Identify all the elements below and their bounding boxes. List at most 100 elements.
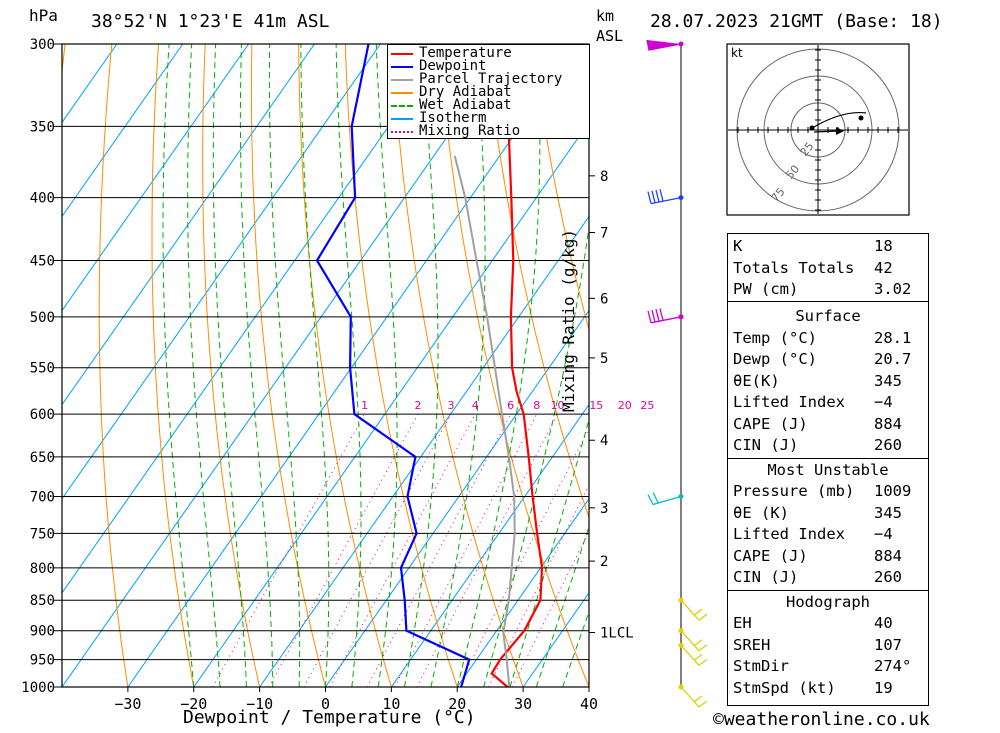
legend-item: Dewpoint (388, 59, 589, 73)
index-value: 1009 (874, 482, 912, 500)
temp-tick-label: −20 (180, 695, 207, 713)
isotherm-line (456, 497, 589, 687)
pressure-tick-label: 850 (30, 593, 55, 609)
legend-label: Wet Adiabat (419, 97, 512, 113)
index-value: 260 (874, 568, 902, 586)
index-section-row: Hodograph (728, 592, 928, 613)
index-value: 884 (874, 414, 902, 433)
index-row: SREH 107 (728, 635, 928, 656)
pressure-tick-label: 550 (30, 361, 55, 377)
isotherm-line (390, 403, 589, 687)
hodograph-surface-point (809, 125, 815, 131)
temp-tick-label: −10 (246, 695, 273, 713)
index-value: −4 (874, 525, 893, 543)
pressure-tick-label: 700 (30, 490, 55, 506)
forecast-datetime: 28.07.2023 21GMT (Base: 18) (650, 11, 943, 32)
index-row: K 18 (728, 236, 928, 257)
series-parcel-trajectory (453, 155, 516, 687)
mixing-ratio-label: 25 (640, 399, 654, 412)
storm-motion-vector (813, 130, 839, 133)
index-label: StmDir (733, 657, 789, 675)
wind-barb (647, 189, 682, 205)
index-row: Lifted Index −4 (728, 524, 928, 545)
legend-item: Isotherm (388, 110, 589, 126)
pressure-tick-label: 300 (30, 37, 55, 53)
index-label: PW (cm) (733, 280, 799, 298)
site-name: weatheronline.co.uk (723, 709, 930, 730)
index-label: CIN (J) (733, 436, 799, 454)
index-label: K (733, 237, 743, 255)
hodograph-upper-point (858, 115, 864, 121)
index-value: −4 (874, 393, 893, 411)
index-row: Temp (°C) 28.1 (728, 328, 928, 349)
legend-swatch (391, 66, 413, 68)
mixing-ratio-label: 20 (618, 399, 632, 412)
index-value: 28.1 (874, 328, 912, 347)
mixing-ratio-label: 10 (550, 399, 564, 412)
index-label: EH (733, 614, 752, 632)
wet-adiabat-line (562, 610, 589, 687)
index-label: CAPE (J) (733, 414, 808, 433)
storm-motion-arrowhead (836, 127, 844, 135)
mixing-ratio-label: 2 (414, 399, 421, 412)
legend-label: Mixing Ratio (419, 123, 521, 139)
isotherm-line (325, 309, 589, 687)
index-value: 3.02 (874, 280, 912, 298)
legend-label: Isotherm (419, 110, 487, 126)
legend-item: Temperature (388, 46, 589, 60)
stability-indices-table: K 18 Totals Totals 42 PW (cm) 3.02 (727, 233, 929, 302)
mixing-ratio-label: 8 (533, 399, 540, 412)
wind-barb (680, 599, 708, 621)
index-row: CIN (J) 260 (728, 567, 928, 588)
index-value: 884 (874, 546, 902, 565)
index-label: CAPE (J) (733, 546, 808, 565)
legend-item: Dry Adiabat (388, 84, 589, 100)
legend-swatch (391, 105, 413, 107)
hodograph-unit-label: kt (731, 46, 743, 60)
index-value: 274° (874, 657, 912, 675)
pressure-tick-label: 650 (30, 450, 55, 466)
mixing-ratio-label: 1 (361, 399, 368, 412)
index-row: CAPE (J) 884 (728, 414, 928, 435)
index-section-title: Most Unstable (767, 460, 889, 479)
index-label: θE (K) (733, 503, 789, 522)
legend-item: Parcel Trajectory (388, 71, 589, 87)
height-tick-label: 7 (600, 226, 608, 242)
pressure-tick-label: 350 (30, 119, 55, 135)
index-row: CIN (J) 260 (728, 435, 928, 456)
pressure-tick-label: 900 (30, 624, 55, 640)
mixing-ratio-label: 4 (472, 399, 479, 412)
chart-legend: Temperature Dewpoint Parcel Trajectory Dry … (387, 44, 590, 139)
height-tick-label: 3 (600, 501, 608, 517)
temp-tick-label: 20 (448, 695, 466, 713)
legend-label: Dry Adiabat (419, 84, 512, 100)
isotherm-line (62, 44, 513, 687)
index-label: Lifted Index (733, 525, 845, 543)
pressure-unit-label: hPa (29, 6, 58, 25)
temp-tick-label: 10 (382, 695, 400, 713)
index-row: PW (cm) 3.02 (728, 279, 928, 300)
index-label: Temp (°C) (733, 328, 817, 347)
legend-label: Parcel Trajectory (419, 71, 563, 87)
pressure-tick-label: 950 (30, 653, 55, 669)
isotherm-line (193, 121, 589, 687)
index-section-title: Surface (795, 307, 861, 325)
height-tick-label: 8 (600, 169, 608, 185)
index-row: StmDir 274° (728, 656, 928, 677)
mixing-ratio-label: 15 (589, 399, 603, 412)
index-row: StmSpd (kt) 19 (728, 678, 928, 699)
index-value: 40 (874, 614, 893, 632)
isotherm-line (259, 215, 589, 687)
index-section-title: Hodograph (786, 592, 870, 611)
pressure-tick-label: 450 (30, 254, 55, 270)
isotherm-line (62, 44, 315, 406)
legend-swatch (391, 79, 413, 81)
pressure-tick-label: 600 (30, 407, 55, 423)
dry-adiabat-line (531, 44, 589, 332)
series-dewpoint (315, 44, 471, 687)
isotherm-line (62, 44, 250, 312)
height-tick-label: 6 (600, 291, 608, 307)
wind-barb (647, 308, 682, 324)
